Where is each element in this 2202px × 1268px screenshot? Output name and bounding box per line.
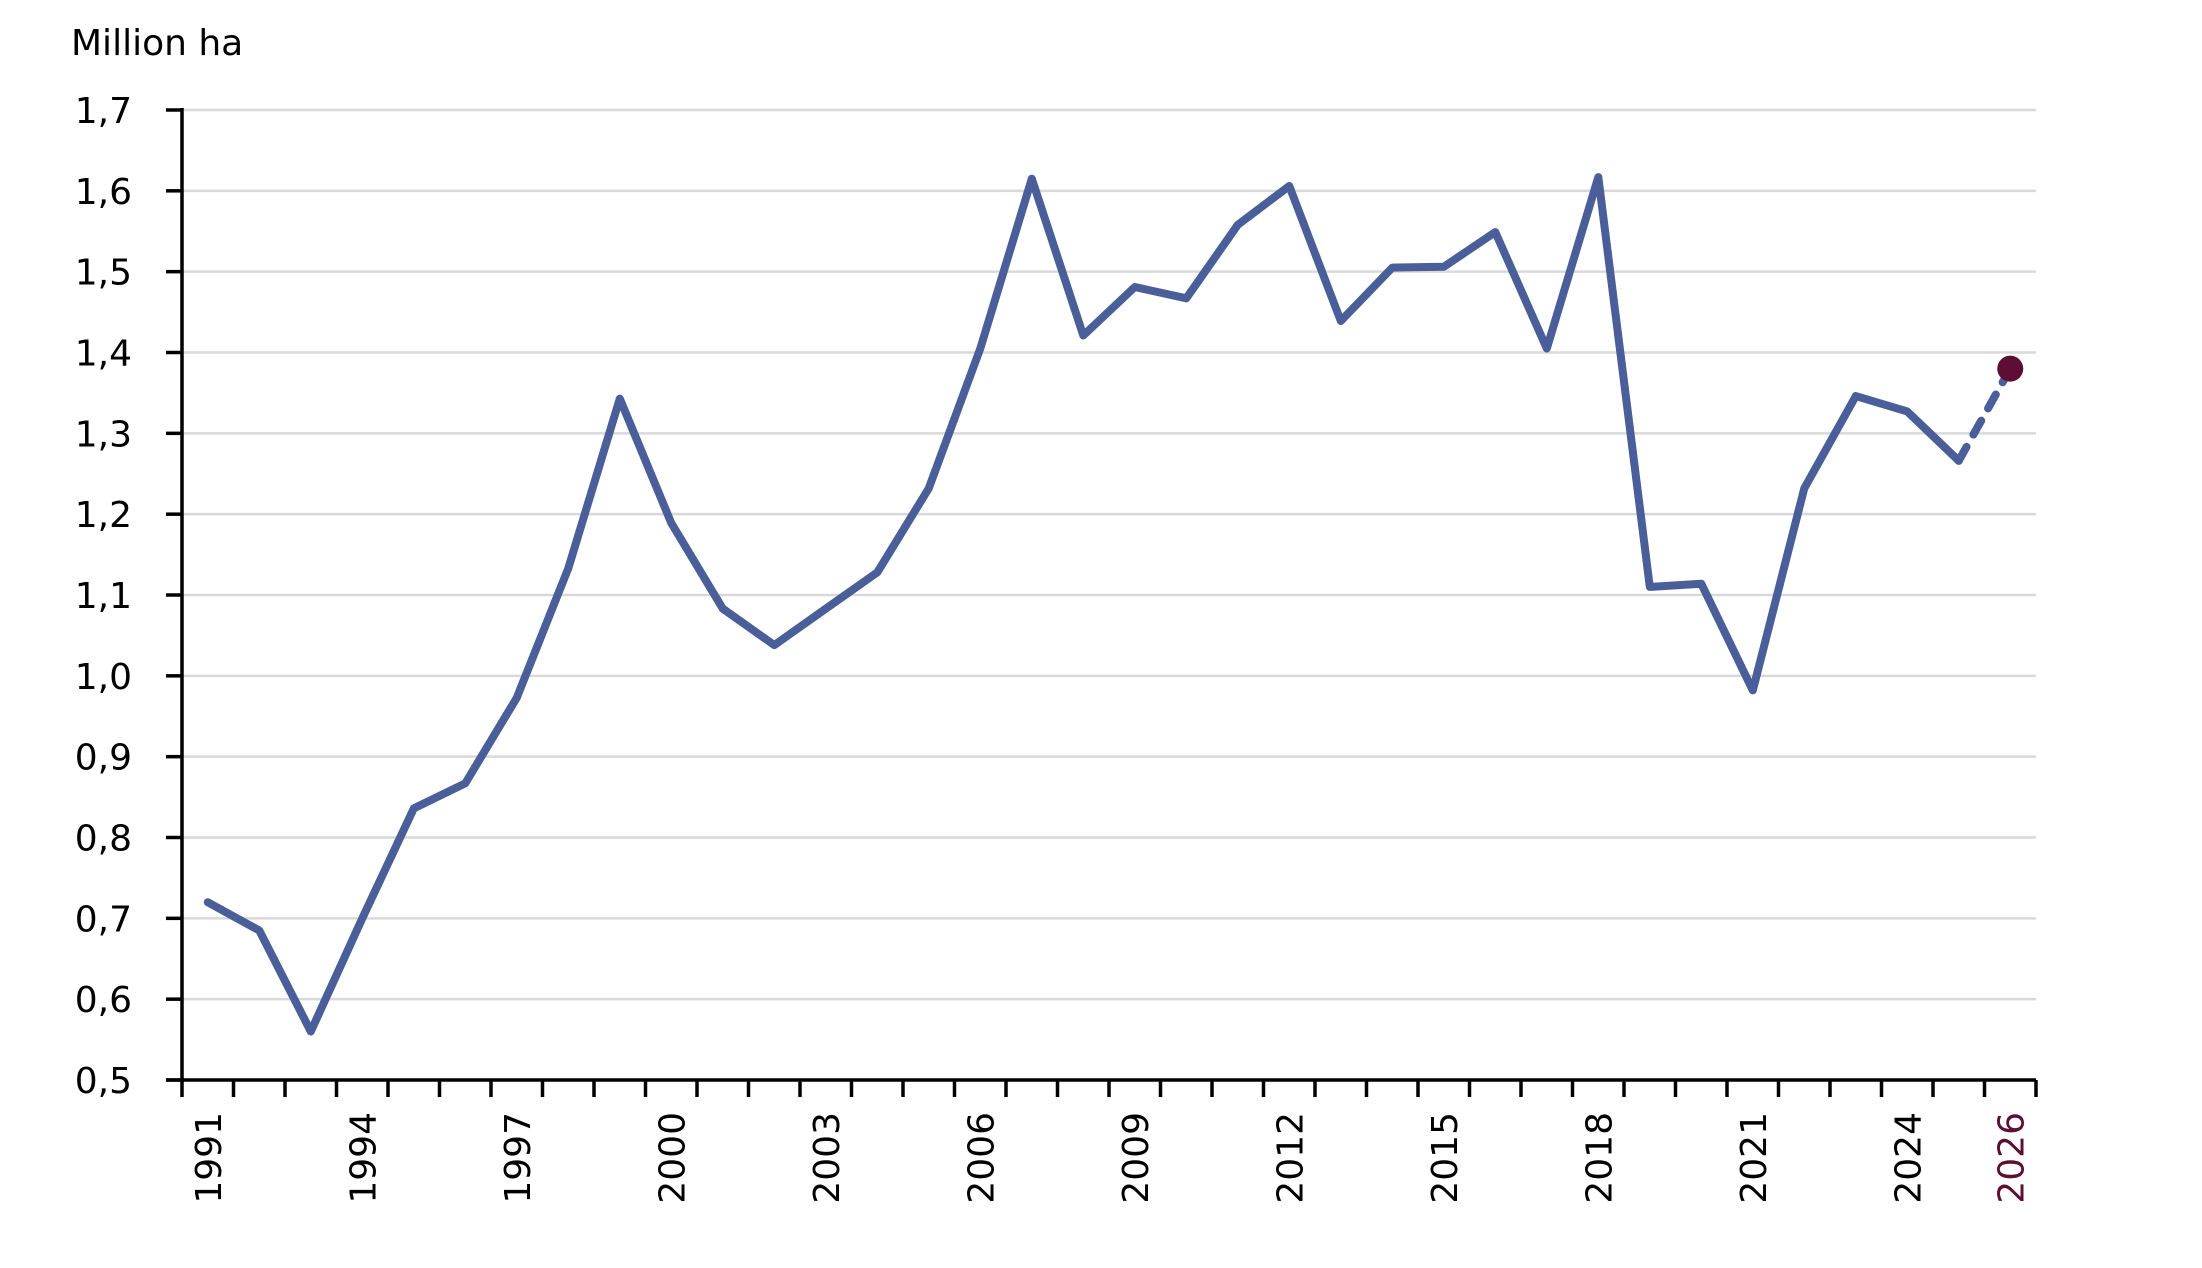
- y-tick-label: 1,2: [75, 495, 132, 536]
- y-tick-label: 1,4: [75, 334, 132, 375]
- y-tick-label: 0,8: [75, 819, 132, 860]
- y-tick-label: 1,3: [75, 414, 132, 455]
- y-tick-label: 1,6: [75, 172, 132, 213]
- x-tick-label: 2003: [807, 1112, 848, 1204]
- x-tick-label: 2024: [1888, 1112, 1929, 1204]
- y-tick-label: 0,6: [75, 980, 132, 1021]
- y-tick-label: 1,0: [75, 657, 132, 698]
- forecast-marker: [1997, 355, 2024, 382]
- x-tick-label: 2015: [1425, 1112, 1466, 1204]
- x-tick-label: 2021: [1734, 1112, 1775, 1204]
- x-tick-label: 1994: [343, 1112, 384, 1204]
- y-tick-label: 1,5: [75, 253, 132, 294]
- data-line-forecast: [1954, 364, 2015, 465]
- y-axis-unit-label: Million ha: [71, 23, 244, 64]
- data-series: [203, 173, 2024, 1036]
- x-tick-label: 1997: [498, 1112, 539, 1204]
- x-axis: 1991 1994 1997 2000 2003 2006 2009 2012 2015 2018…: [166, 1078, 2038, 1204]
- y-tick-label: 0,7: [75, 899, 132, 940]
- x-tick-label: 2006: [961, 1112, 1002, 1204]
- y-tick-label: 1,1: [75, 576, 132, 617]
- x-tick-label: 1991: [189, 1112, 230, 1204]
- x-tick-label: 2018: [1579, 1112, 1620, 1204]
- data-line-actual: [203, 173, 1963, 1036]
- y-axis: 0,5 0,6 0,7 0,8 0,9 1,0 1,1 1,2 1,3 1,4 1,5 1,6 1,7: [75, 91, 184, 1102]
- y-tick-label: 0,9: [75, 738, 132, 779]
- gridlines: [182, 108, 2036, 1001]
- x-tick-label: 2026: [1991, 1112, 2032, 1204]
- x-tick-label: 2012: [1270, 1112, 1311, 1204]
- x-tick-label: 2000: [652, 1112, 693, 1204]
- x-tick-label: 2009: [1116, 1112, 1157, 1204]
- y-tick-label: 1,7: [75, 91, 132, 132]
- y-tick-label: 0,5: [75, 1061, 132, 1102]
